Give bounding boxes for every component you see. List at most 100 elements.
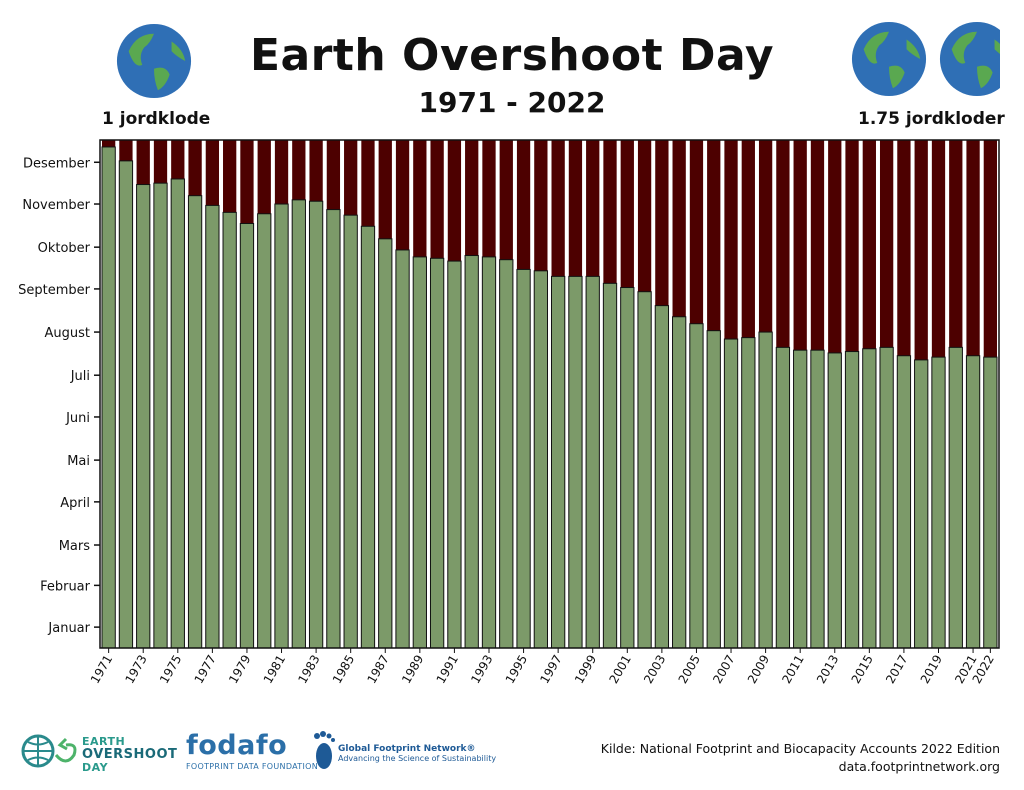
bar-2002	[637, 291, 652, 649]
x-tick-label-2009: 2009	[745, 653, 772, 686]
source-line1: Kilde: National Footprint and Biocapacit…	[600, 741, 1000, 756]
y-tick-label-august: August	[45, 326, 91, 341]
x-tick-label-2001: 2001	[606, 653, 633, 686]
globe-icon-right-2	[939, 21, 1000, 97]
y-tick-label-februar: Februar	[40, 579, 91, 594]
y-tick-label-desember: Desember	[23, 156, 91, 171]
bar-1977	[205, 204, 220, 649]
bar-1973	[136, 184, 151, 649]
y-tick-label-oktober: Oktober	[38, 241, 91, 256]
bar-1997	[551, 275, 566, 649]
x-tick-label-1993: 1993	[468, 653, 495, 686]
bar-1980	[257, 213, 272, 649]
earth-overshoot-day-logo-text: EARTH OVERSHOOT DAY	[82, 735, 177, 774]
overshoot-chart: Januar Februar Mars April Mai Juni Juli August S…	[18, 139, 1000, 686]
bar-2018	[914, 359, 929, 649]
globe-icon-right-2-clip	[938, 20, 1000, 100]
bar-2019	[931, 356, 946, 649]
bar-1982	[291, 199, 306, 649]
x-tick-label-1997: 1997	[537, 653, 564, 686]
eod-line3: DAY	[82, 761, 109, 774]
bar-1983	[308, 200, 324, 649]
y-tick-label-juni: Juni	[65, 411, 90, 426]
bar-1972	[118, 160, 134, 649]
bar-2005	[689, 323, 704, 649]
bar-2022	[983, 356, 998, 649]
bar-1992	[464, 255, 479, 649]
bar-2008	[741, 337, 756, 649]
plot-border	[99, 139, 1000, 649]
y-tick-label-mai: Mai	[67, 454, 90, 469]
bar-2020	[948, 346, 963, 649]
x-tick-label-1989: 1989	[399, 653, 426, 686]
eod-line1: EARTH	[82, 735, 126, 748]
x-tick-label-2013: 2013	[814, 653, 841, 686]
bar-1993	[481, 256, 497, 649]
x-tick-label-2017: 2017	[883, 653, 910, 686]
gfn-line2: Advancing the Science of Sustainability	[338, 754, 497, 763]
y-tick-label-januar: Januar	[47, 621, 90, 636]
eod-line2: OVERSHOOT	[82, 747, 178, 762]
y-tick-label-mars: Mars	[59, 539, 91, 554]
bar-1976	[187, 195, 203, 649]
bar-2011	[793, 349, 808, 649]
bar-2007	[723, 338, 739, 649]
bar-2013	[827, 352, 842, 649]
y-tick-label-november: November	[22, 198, 90, 213]
bar-2004	[672, 316, 687, 649]
fodafo-logo: fodafo	[186, 730, 288, 761]
bar-1989	[412, 256, 427, 649]
bar-1984	[326, 209, 341, 649]
bar-2016	[879, 346, 894, 649]
x-tick-label-2011: 2011	[779, 653, 806, 686]
bar-1998	[568, 275, 583, 649]
bar-1986	[360, 225, 376, 649]
chart-subtitle: 1971 - 2022	[418, 86, 606, 119]
x-tick-label-1977: 1977	[192, 653, 219, 686]
x-tick-label-1979: 1979	[226, 653, 253, 686]
bar-2012	[810, 349, 825, 649]
bar-1971	[101, 146, 116, 649]
x-tick-label-2003: 2003	[641, 653, 668, 686]
bar-1979	[239, 223, 255, 649]
x-tick-label-1999: 1999	[572, 653, 599, 686]
globe-icon-right-1	[851, 21, 927, 97]
bar-1974	[153, 182, 168, 649]
x-tick-label-2019: 2019	[918, 653, 945, 686]
x-tick-label-2005: 2005	[676, 653, 703, 686]
source-note: Kilde: National Footprint and Biocapacit…	[601, 740, 1000, 776]
x-tick-label-1991: 1991	[434, 653, 461, 686]
x-tick-label-1971: 1971	[88, 653, 115, 686]
y-tick-label-april: April	[60, 496, 90, 511]
chart-title: Earth Overshoot Day	[249, 30, 775, 81]
left-globe-label: 1 jordklode	[102, 109, 211, 129]
x-tick-label-1987: 1987	[364, 653, 391, 686]
x-tick-label-1995: 1995	[503, 653, 530, 686]
bar-2021	[965, 355, 981, 649]
bar-1987	[378, 238, 393, 649]
gfn-logo-text: Global Footprint Network® Advancing the …	[338, 744, 496, 764]
globe-icon-left	[116, 23, 192, 99]
footprint-icon	[314, 731, 335, 769]
x-tick-label-2015: 2015	[849, 653, 876, 686]
bar-1999	[585, 275, 600, 649]
y-tick-label-juli: Juli	[70, 369, 90, 384]
bar-1996	[533, 270, 549, 649]
bar-2001	[620, 287, 635, 649]
bar-2000	[602, 282, 618, 649]
bar-1994	[499, 259, 514, 649]
bar-2009	[758, 331, 773, 649]
gfn-line1: Global Footprint Network®	[338, 744, 476, 754]
x-tick-label-1981: 1981	[261, 653, 288, 686]
x-tick-label-1983: 1983	[295, 653, 322, 686]
earth-overshoot-day-logo-icon	[21, 734, 77, 768]
bar-2006	[706, 330, 721, 649]
bar-2014	[844, 351, 860, 649]
bar-2003	[654, 305, 670, 649]
source-line2: data.footprintnetwork.org	[838, 759, 1000, 774]
bar-2017	[896, 355, 912, 649]
x-tick-label-1973: 1973	[122, 653, 149, 686]
bar-1991	[447, 260, 462, 649]
bar-1978	[222, 211, 237, 649]
right-globe-label: 1.75 jordkloder	[858, 109, 1005, 129]
